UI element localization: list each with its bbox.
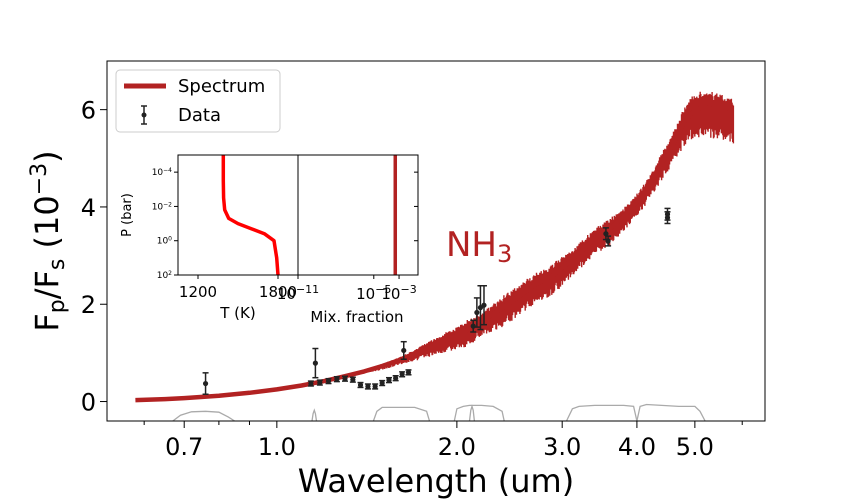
data-marker	[357, 382, 364, 388]
data-marker	[308, 380, 314, 387]
filter-curve	[468, 404, 476, 422]
data-point	[473, 297, 480, 328]
inset-tp-x-label: T (K)	[219, 304, 255, 322]
filter-curve	[172, 410, 235, 422]
data-marker	[399, 371, 405, 377]
filter-curve	[565, 404, 638, 422]
data-marker	[372, 383, 378, 390]
data-point	[664, 207, 671, 221]
y-axis: 0 2 4 6	[81, 97, 107, 417]
legend-data-label: Data	[178, 105, 221, 126]
data-point	[405, 369, 412, 376]
inset-tp-y-tick-label: 10−4	[152, 167, 172, 179]
filter-curve	[372, 406, 431, 422]
x-tick-label: 2.0	[438, 433, 476, 461]
inset-mix-x-tick-label: 10−3	[381, 283, 416, 304]
data-marker	[342, 376, 348, 382]
filter-curve	[636, 403, 706, 422]
data-point	[605, 235, 612, 247]
data-marker	[470, 323, 476, 329]
inset-tp-y-tick-label: 100	[157, 235, 172, 247]
data-point	[357, 381, 364, 389]
inset-tp-y-tick-label: 102	[157, 270, 172, 282]
data-marker	[481, 302, 487, 308]
y-tick-label: 6	[81, 97, 96, 125]
data-point	[349, 376, 356, 383]
data-point	[307, 380, 314, 387]
inset-mix-x-tick-label: 10−5	[356, 283, 391, 304]
filter-curve	[311, 408, 318, 422]
inset-mix-frame	[297, 154, 419, 276]
data-point	[480, 285, 487, 326]
data-point	[392, 375, 399, 382]
inset-tp-y-label: P (bar)	[120, 193, 135, 237]
filter-curves	[172, 403, 706, 422]
inset-mix-x-tick-label: 10−11	[277, 283, 319, 304]
legend: Spectrum Data	[115, 69, 281, 133]
x-axis: 0.7 1.0 2.0 3.0 4.0 5.0	[143, 421, 743, 461]
legend-spectrum-label: Spectrum	[178, 76, 265, 97]
inset-tp-x-tick-label: 1200	[179, 283, 217, 301]
data-point	[312, 347, 319, 379]
data-point	[325, 377, 332, 385]
data-point	[316, 379, 323, 386]
data-point	[341, 375, 348, 382]
data-marker	[405, 369, 412, 375]
data-marker	[312, 360, 318, 366]
data-marker	[603, 231, 609, 237]
inset-tp-x-tick-label: 1800	[259, 283, 297, 301]
data-point	[385, 376, 392, 384]
data-marker	[664, 211, 671, 217]
nh3-annotation: NH3	[446, 225, 512, 268]
data-marker	[325, 378, 332, 384]
y-axis-label: Fp/Fs (10−3)	[27, 150, 70, 331]
data-marker	[317, 379, 323, 386]
x-tick-label: 0.7	[165, 433, 203, 461]
data-marker	[386, 377, 392, 383]
x-tick-label: 4.0	[618, 433, 656, 461]
filter-curve	[453, 404, 505, 422]
inset-tp-y-tick-label: 10−2	[152, 201, 172, 213]
data-marker	[202, 380, 209, 387]
data-marker	[401, 347, 407, 354]
data-marker	[379, 380, 385, 386]
data-point	[364, 383, 371, 390]
data-point	[372, 383, 379, 390]
main-plot-frame	[106, 60, 766, 422]
inset-tp-plot: 1200 1800 10−4 10−2 100 102 T (K) P (bar)	[120, 154, 299, 322]
inset-mix-axes: 10−11 10−510−3	[277, 171, 418, 304]
tp-profile-line	[221, 155, 280, 276]
data-marker	[474, 309, 480, 316]
data-point	[400, 340, 407, 360]
inset-tp-axes: 1200 1800 10−4 10−2 100 102	[152, 167, 297, 301]
data-point	[379, 379, 386, 387]
y-tick-label: 4	[81, 194, 96, 222]
inset-mix-plot: 10−11 10−510−3 Mix. fraction	[277, 154, 419, 326]
x-tick-label: 1.0	[258, 433, 296, 461]
data-marker	[350, 377, 356, 383]
data-point	[202, 372, 209, 395]
x-axis-label: Wavelength (um)	[298, 462, 574, 500]
data-point	[399, 371, 406, 378]
data-marker	[334, 376, 340, 382]
legend-data-swatch	[141, 105, 147, 125]
data-marker	[393, 375, 399, 381]
tp-profile-series	[221, 155, 280, 276]
y-tick-label: 2	[81, 291, 96, 319]
y-tick-label: 0	[81, 389, 96, 417]
data-marker	[365, 383, 371, 390]
x-tick-label: 3.0	[543, 433, 581, 461]
data-point	[333, 375, 340, 383]
x-tick-label: 5.0	[676, 433, 714, 461]
data-marker	[605, 238, 611, 244]
inset-mix-x-label: Mix. fraction	[310, 308, 403, 326]
data-series	[202, 207, 671, 395]
